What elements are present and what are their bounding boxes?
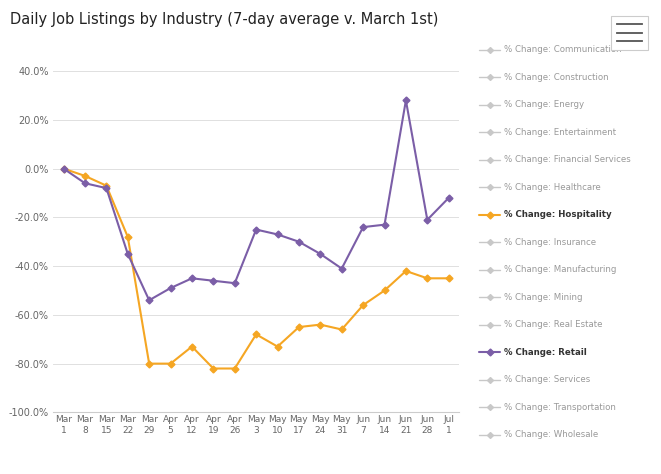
Text: % Change: Healthcare: % Change: Healthcare	[504, 183, 600, 191]
Text: % Change: Insurance: % Change: Insurance	[504, 238, 596, 246]
Text: % Change: Communication: % Change: Communication	[504, 46, 621, 54]
Text: % Change: Retail: % Change: Retail	[504, 348, 586, 356]
Text: % Change: Real Estate: % Change: Real Estate	[504, 320, 602, 329]
Text: % Change: Entertainment: % Change: Entertainment	[504, 128, 616, 137]
Text: % Change: Transportation: % Change: Transportation	[504, 403, 615, 411]
Text: % Change: Hospitality: % Change: Hospitality	[504, 210, 611, 219]
Text: % Change: Services: % Change: Services	[504, 375, 590, 384]
Text: % Change: Energy: % Change: Energy	[504, 100, 584, 109]
Text: % Change: Wholesale: % Change: Wholesale	[504, 430, 598, 439]
Text: % Change: Construction: % Change: Construction	[504, 73, 608, 82]
Text: % Change: Financial Services: % Change: Financial Services	[504, 155, 631, 164]
Text: % Change: Manufacturing: % Change: Manufacturing	[504, 265, 616, 274]
Text: Daily Job Listings by Industry (7-day average v. March 1st): Daily Job Listings by Industry (7-day av…	[10, 12, 438, 27]
Text: % Change: Mining: % Change: Mining	[504, 293, 582, 301]
